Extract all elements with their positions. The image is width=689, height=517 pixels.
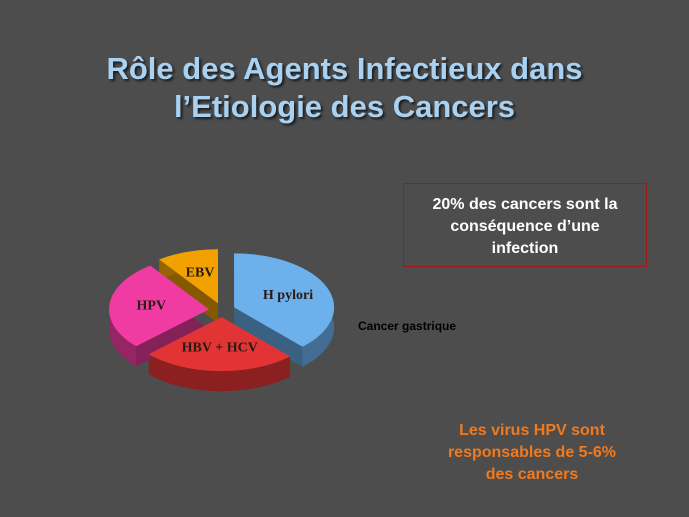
slide-title: Rôle des Agents Infectieux dans l’Etiolo… (106, 51, 583, 124)
slice (234, 253, 335, 347)
slice-side (148, 354, 291, 392)
slice (109, 265, 210, 347)
slice-label: HPV (137, 299, 167, 314)
slice (159, 249, 218, 304)
slice-label: EBV (186, 266, 215, 281)
slice (148, 317, 291, 372)
footer-note: Les virus HPV sont responsables de 5-6% … (447, 422, 617, 483)
slice-label: HBV + HCV (182, 341, 258, 356)
info-box: 20% des cancers sont la conséquence d’un… (403, 183, 647, 267)
slice-label: H pylori (263, 288, 313, 303)
annotation: Cancer gastrique (358, 319, 456, 333)
